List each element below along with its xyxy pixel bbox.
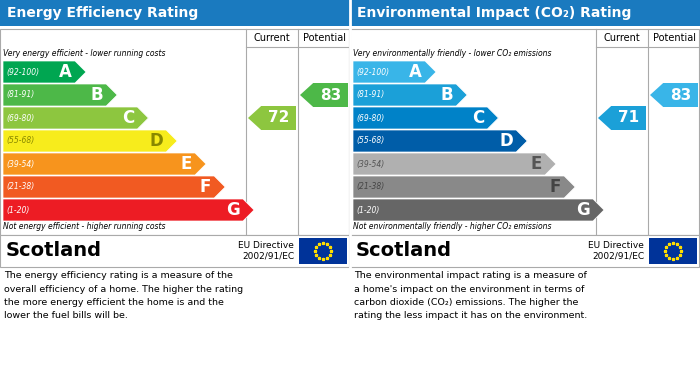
Text: The energy efficiency rating is a measure of the: The energy efficiency rating is a measur… bbox=[4, 271, 233, 280]
Text: Scotland: Scotland bbox=[356, 242, 452, 260]
Text: (1-20): (1-20) bbox=[6, 206, 29, 215]
Bar bbox=[350, 29, 699, 235]
Text: The environmental impact rating is a measure of: The environmental impact rating is a mea… bbox=[354, 271, 587, 280]
Polygon shape bbox=[353, 61, 436, 83]
Text: A: A bbox=[409, 63, 422, 81]
Text: D: D bbox=[500, 132, 513, 150]
Text: (69-80): (69-80) bbox=[6, 113, 34, 122]
Text: EU Directive
2002/91/EC: EU Directive 2002/91/EC bbox=[588, 241, 644, 261]
Text: Environmental Impact (CO₂) Rating: Environmental Impact (CO₂) Rating bbox=[357, 6, 631, 20]
Text: G: G bbox=[226, 201, 240, 219]
Text: the more energy efficient the home is and the: the more energy efficient the home is an… bbox=[4, 298, 224, 307]
Text: (55-68): (55-68) bbox=[356, 136, 384, 145]
Text: (81-91): (81-91) bbox=[6, 90, 34, 99]
Text: (21-38): (21-38) bbox=[6, 183, 34, 192]
Text: (1-20): (1-20) bbox=[356, 206, 379, 215]
Polygon shape bbox=[300, 83, 348, 107]
Text: 72: 72 bbox=[268, 111, 289, 126]
Bar bbox=[0, 0, 350, 26]
Text: a home's impact on the environment in terms of: a home's impact on the environment in te… bbox=[354, 285, 584, 294]
Polygon shape bbox=[353, 199, 604, 221]
Text: 83: 83 bbox=[320, 88, 341, 102]
Text: A: A bbox=[59, 63, 72, 81]
Text: lower the fuel bills will be.: lower the fuel bills will be. bbox=[4, 312, 128, 321]
Text: B: B bbox=[90, 86, 103, 104]
Text: C: C bbox=[122, 109, 134, 127]
Text: (21-38): (21-38) bbox=[356, 183, 384, 192]
Polygon shape bbox=[3, 199, 254, 221]
Polygon shape bbox=[248, 106, 296, 130]
Polygon shape bbox=[3, 130, 177, 152]
Polygon shape bbox=[3, 107, 148, 129]
Text: (55-68): (55-68) bbox=[6, 136, 34, 145]
Text: (92-100): (92-100) bbox=[6, 68, 39, 77]
Text: Potential: Potential bbox=[302, 33, 346, 43]
Text: Energy Efficiency Rating: Energy Efficiency Rating bbox=[7, 6, 198, 20]
Polygon shape bbox=[598, 106, 646, 130]
Text: Scotland: Scotland bbox=[6, 242, 102, 260]
Text: B: B bbox=[440, 86, 453, 104]
Text: (39-54): (39-54) bbox=[6, 160, 34, 169]
Text: Not environmentally friendly - higher CO₂ emissions: Not environmentally friendly - higher CO… bbox=[353, 222, 552, 231]
Text: (69-80): (69-80) bbox=[356, 113, 384, 122]
Text: C: C bbox=[472, 109, 484, 127]
Text: EU Directive
2002/91/EC: EU Directive 2002/91/EC bbox=[238, 241, 294, 261]
Text: Current: Current bbox=[603, 33, 640, 43]
Polygon shape bbox=[3, 84, 117, 106]
Text: F: F bbox=[550, 178, 561, 196]
Text: E: E bbox=[531, 155, 542, 173]
Text: (39-54): (39-54) bbox=[356, 160, 384, 169]
Text: overall efficiency of a home. The higher the rating: overall efficiency of a home. The higher… bbox=[4, 285, 243, 294]
Polygon shape bbox=[3, 176, 225, 198]
Text: rating the less impact it has on the environment.: rating the less impact it has on the env… bbox=[354, 312, 587, 321]
Bar bbox=[0, 235, 349, 267]
Polygon shape bbox=[353, 153, 556, 175]
Text: Not energy efficient - higher running costs: Not energy efficient - higher running co… bbox=[3, 222, 165, 231]
Bar bbox=[649, 238, 697, 264]
Text: Very energy efficient - lower running costs: Very energy efficient - lower running co… bbox=[3, 49, 165, 58]
Text: 83: 83 bbox=[670, 88, 691, 102]
Text: (92-100): (92-100) bbox=[356, 68, 389, 77]
Text: (81-91): (81-91) bbox=[356, 90, 384, 99]
Text: 71: 71 bbox=[618, 111, 639, 126]
Text: Very environmentally friendly - lower CO₂ emissions: Very environmentally friendly - lower CO… bbox=[353, 49, 552, 58]
Polygon shape bbox=[3, 61, 86, 83]
Text: F: F bbox=[199, 178, 211, 196]
Text: E: E bbox=[181, 155, 192, 173]
Bar bbox=[350, 0, 700, 26]
Text: G: G bbox=[576, 201, 590, 219]
Polygon shape bbox=[3, 153, 206, 175]
Bar bbox=[0, 29, 349, 235]
Polygon shape bbox=[353, 130, 527, 152]
Polygon shape bbox=[353, 176, 575, 198]
Bar bbox=[350, 235, 699, 267]
Polygon shape bbox=[353, 84, 467, 106]
Text: D: D bbox=[150, 132, 163, 150]
Polygon shape bbox=[650, 83, 698, 107]
Text: Potential: Potential bbox=[652, 33, 696, 43]
Polygon shape bbox=[353, 107, 498, 129]
Text: Current: Current bbox=[253, 33, 290, 43]
Bar bbox=[299, 238, 347, 264]
Text: carbon dioxide (CO₂) emissions. The higher the: carbon dioxide (CO₂) emissions. The high… bbox=[354, 298, 578, 307]
